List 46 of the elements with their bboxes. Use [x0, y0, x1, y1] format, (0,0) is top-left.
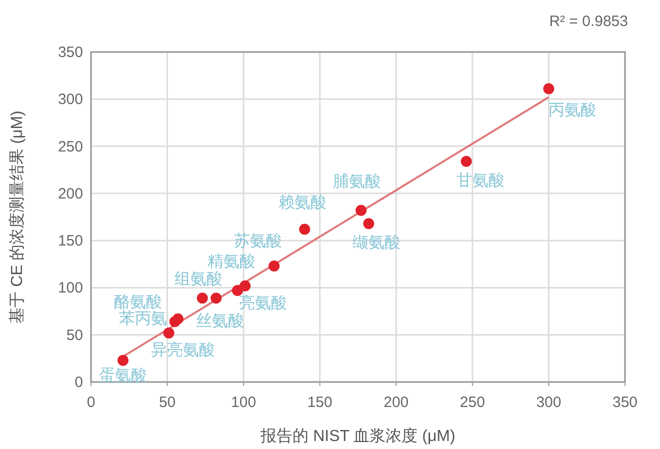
annotation: 组氨酸 [174, 270, 222, 288]
x-tick-label: 50 [158, 394, 176, 411]
point [299, 224, 310, 235]
x-tick-label: 300 [536, 394, 562, 411]
x-tick-label: 350 [612, 394, 638, 411]
annotation: 酪氨酸 [114, 292, 162, 311]
annotation: 丝氨酸 [196, 312, 244, 330]
point [163, 327, 174, 338]
x-tick-label: 150 [307, 394, 332, 411]
point [356, 204, 367, 216]
text: R² = 0.9853 [549, 13, 628, 30]
y-axis-title: 基于 CE 的浓度测量结果 (μM) [8, 110, 26, 324]
x-tick-label: 250 [460, 394, 485, 411]
x-axis-title: 报告的 NIST 血浆浓度 (μM) [260, 427, 456, 445]
point [196, 292, 208, 304]
x-tick-label: 100 [231, 394, 256, 411]
annotation: 脯氨酸 [333, 172, 382, 190]
y-tick-label: 200 [58, 185, 83, 202]
annotation: 精氨酸 [207, 252, 256, 271]
annotation: 异亮氨酸 [150, 340, 215, 359]
annotation: 缬氨酸 [352, 234, 401, 252]
point [210, 292, 222, 304]
point [232, 285, 243, 296]
y-tick-label: 350 [58, 44, 83, 61]
y-tick-label: 300 [58, 91, 83, 108]
annotation: 蛋氨酸 [99, 366, 148, 384]
y-tick-label: 250 [58, 138, 83, 156]
point [240, 280, 251, 292]
y-tick-label: 50 [66, 326, 83, 344]
annotation: 甘氨酸 [456, 171, 504, 190]
annotation: 亮氨酸 [239, 294, 288, 312]
y-tick-label: 0 [74, 374, 83, 391]
y-tick-label: 100 [58, 280, 83, 297]
y-tick-label: 150 [58, 232, 83, 250]
annotation: 苏氨酸 [234, 232, 282, 250]
point [363, 218, 374, 230]
point [543, 83, 554, 94]
point [268, 260, 280, 272]
annotation: 丙氨酸 [548, 100, 597, 119]
point [172, 313, 184, 324]
point [460, 156, 472, 167]
x-tick-label: 200 [384, 394, 409, 411]
x-tick-label: 0 [86, 394, 96, 411]
annotation: 赖氨酸 [278, 193, 327, 212]
annotation: 苯丙氨 [118, 310, 167, 328]
point [118, 354, 129, 366]
